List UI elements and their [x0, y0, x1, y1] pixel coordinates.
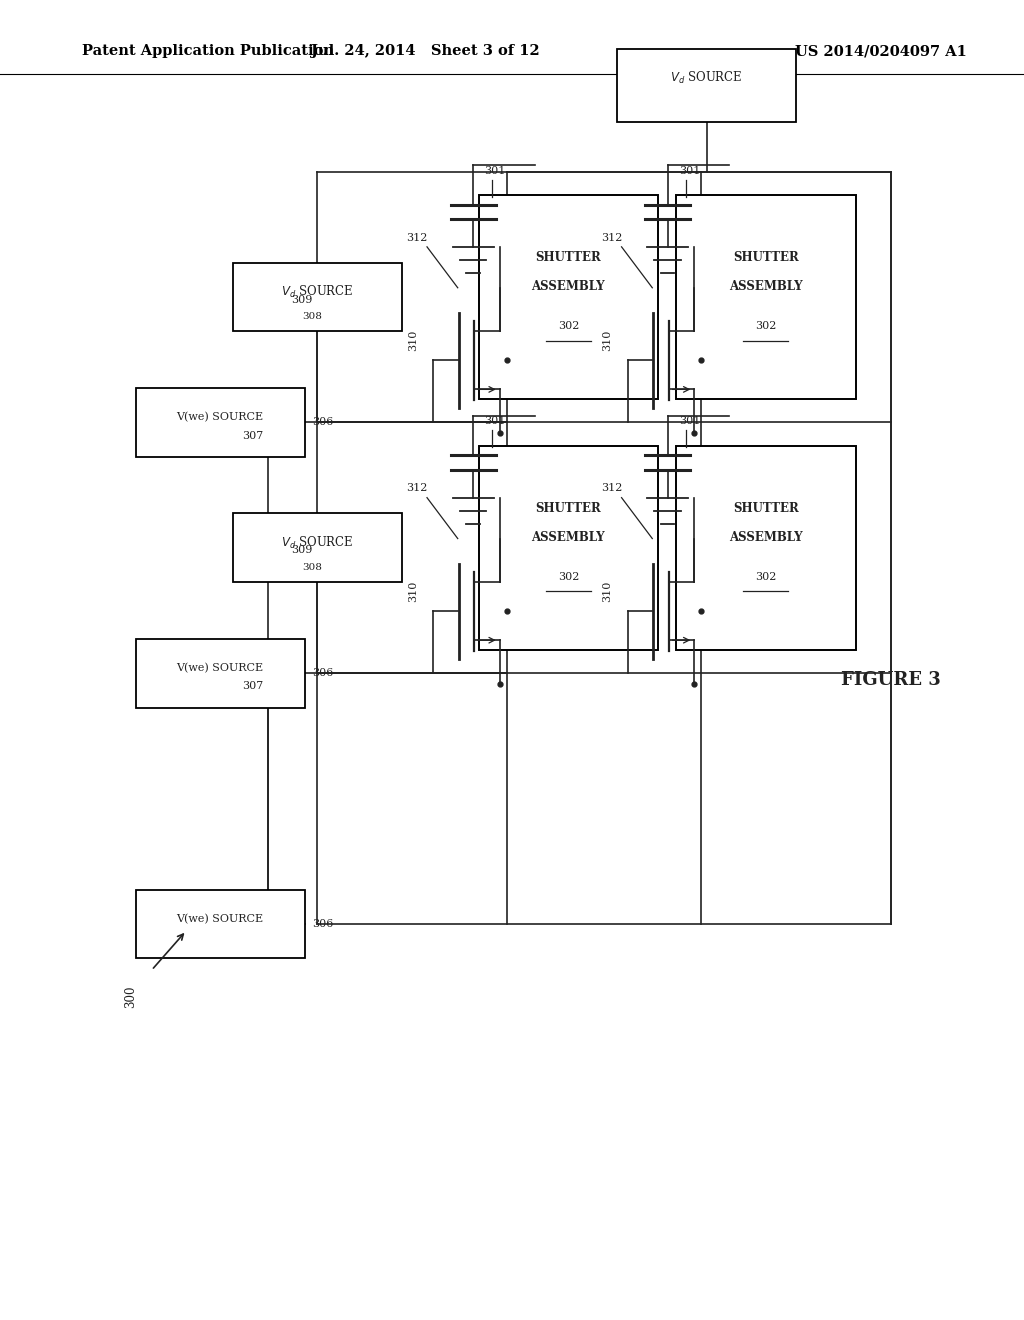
Text: 312: 312 — [601, 483, 622, 494]
Text: SHUTTER: SHUTTER — [733, 502, 799, 515]
Text: 310: 310 — [408, 330, 418, 351]
Text: SHUTTER: SHUTTER — [536, 502, 601, 515]
Text: $V_d$ SOURCE: $V_d$ SOURCE — [671, 70, 742, 86]
Text: 307: 307 — [242, 681, 263, 692]
Text: 307: 307 — [242, 430, 263, 441]
Text: 310: 310 — [602, 330, 612, 351]
Text: 308: 308 — [303, 313, 323, 321]
Text: FIGURE 3: FIGURE 3 — [841, 671, 941, 689]
Text: 306: 306 — [312, 668, 334, 678]
Text: 301: 301 — [484, 416, 506, 426]
Text: SHUTTER: SHUTTER — [536, 251, 601, 264]
FancyBboxPatch shape — [479, 446, 658, 651]
Text: 300: 300 — [125, 985, 137, 1008]
Text: V(we) SOURCE: V(we) SOURCE — [176, 663, 264, 673]
Text: 312: 312 — [407, 483, 427, 494]
Text: ASSEMBLY: ASSEMBLY — [729, 531, 803, 544]
Text: Jul. 24, 2014   Sheet 3 of 12: Jul. 24, 2014 Sheet 3 of 12 — [310, 45, 540, 58]
Text: US 2014/0204097 A1: US 2014/0204097 A1 — [795, 45, 967, 58]
Text: $V_d$ SOURCE: $V_d$ SOURCE — [282, 284, 353, 300]
Text: 312: 312 — [601, 232, 622, 243]
FancyBboxPatch shape — [676, 195, 855, 399]
Text: $V_d$ SOURCE: $V_d$ SOURCE — [282, 535, 353, 550]
FancyBboxPatch shape — [676, 446, 855, 651]
Text: 301: 301 — [679, 165, 700, 176]
Text: 309: 309 — [291, 545, 312, 556]
Text: 308: 308 — [303, 564, 323, 572]
Text: Patent Application Publication: Patent Application Publication — [82, 45, 334, 58]
Text: 312: 312 — [407, 232, 427, 243]
Text: 301: 301 — [679, 416, 700, 426]
FancyBboxPatch shape — [232, 513, 401, 582]
Text: ASSEMBLY: ASSEMBLY — [531, 531, 605, 544]
Text: 310: 310 — [408, 581, 418, 602]
Text: 309: 309 — [291, 294, 312, 305]
FancyBboxPatch shape — [479, 195, 658, 399]
FancyBboxPatch shape — [232, 263, 401, 331]
FancyBboxPatch shape — [135, 890, 305, 958]
Text: 301: 301 — [484, 165, 506, 176]
Text: SHUTTER: SHUTTER — [733, 251, 799, 264]
Text: V(we) SOURCE: V(we) SOURCE — [176, 913, 264, 924]
Text: 302: 302 — [558, 572, 579, 582]
Text: ASSEMBLY: ASSEMBLY — [531, 280, 605, 293]
FancyBboxPatch shape — [135, 388, 305, 457]
Text: 310: 310 — [602, 581, 612, 602]
Text: 306: 306 — [312, 919, 334, 929]
FancyBboxPatch shape — [616, 49, 796, 121]
Text: V(we) SOURCE: V(we) SOURCE — [176, 412, 264, 422]
Text: 302: 302 — [558, 321, 579, 331]
Text: 306: 306 — [312, 417, 334, 428]
Text: ASSEMBLY: ASSEMBLY — [729, 280, 803, 293]
FancyBboxPatch shape — [135, 639, 305, 708]
Text: 302: 302 — [756, 572, 776, 582]
Text: 302: 302 — [756, 321, 776, 331]
